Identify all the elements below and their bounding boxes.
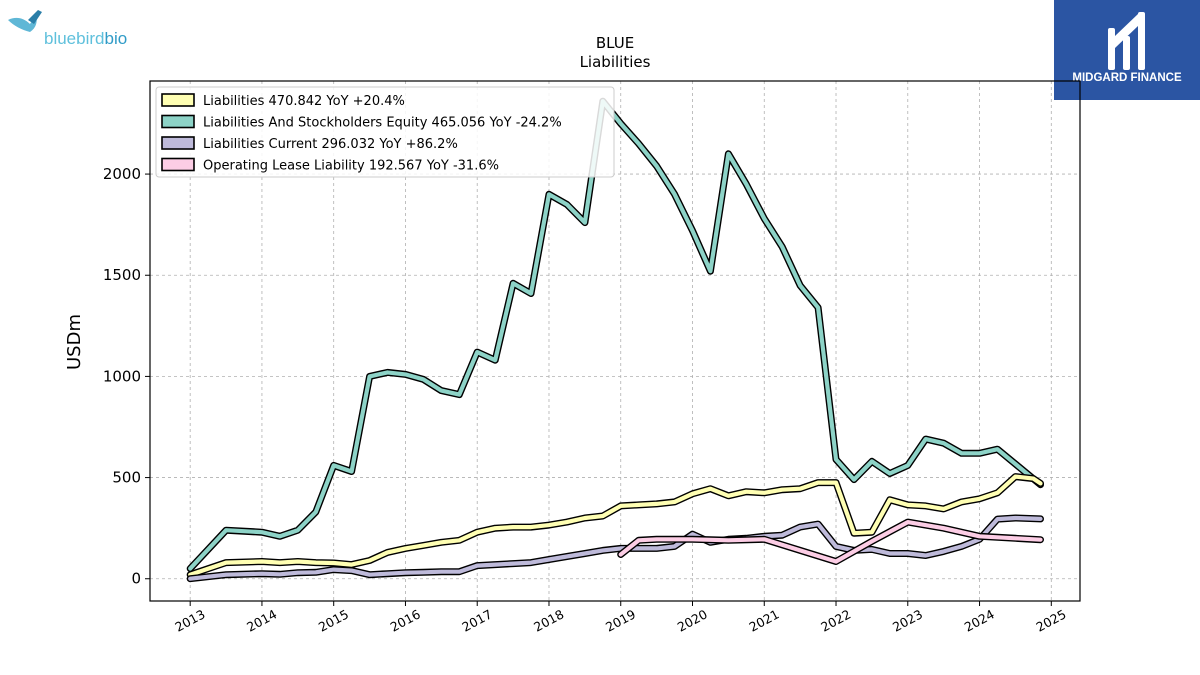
legend-entry-1: Liabilities And Stockholders Equity 465.… (203, 116, 562, 131)
series-3 (617, 518, 1044, 565)
y-tick-label-4: 2000 (103, 165, 141, 183)
legend-box (155, 86, 615, 178)
x-tick-label-1: 2014 (244, 606, 279, 634)
series-1 (186, 97, 1044, 573)
x-tick-label-7: 2020 (675, 606, 710, 634)
publisher-logo-text: MIDGARD FINANCE (1072, 72, 1182, 84)
x-tick-label-12: 2025 (1033, 606, 1068, 634)
x-tick-label-2: 2015 (316, 606, 351, 634)
midgard-finance-logo: MIDGARD FINANCE (1054, 0, 1200, 100)
series-2 (186, 514, 1044, 583)
y-axis-label: USDm (64, 314, 85, 370)
series-line-3 (618, 520, 1043, 564)
legend-entry-3: Operating Lease Liability 192.567 YoY -3… (203, 159, 499, 174)
legend-swatch-1 (161, 114, 195, 129)
legend-swatch-3 (161, 157, 195, 172)
svg-text:bluebirdbio: bluebirdbio (44, 29, 127, 48)
legend: Liabilities 470.842 YoY +20.4% Liabilitie… (155, 86, 615, 178)
series-lines (186, 97, 1044, 583)
x-tick-label-4: 2017 (459, 606, 494, 634)
x-tick-label-11: 2024 (962, 606, 997, 634)
bluebirdbio-logo: bluebirdbio (8, 10, 127, 48)
y-tick-label-1: 500 (112, 469, 141, 487)
logo-text-suffix: bio (105, 29, 128, 48)
chart-title: BLUE (596, 34, 634, 52)
x-tick-label-10: 2023 (890, 606, 925, 634)
midgard-emblem-icon (1108, 12, 1145, 70)
x-tick-label-9: 2022 (818, 606, 853, 634)
legend-swatch-0 (161, 93, 195, 107)
x-tick-label-5: 2018 (531, 606, 566, 634)
bird-icon (8, 10, 42, 32)
chart-subtitle: Liabilities (580, 53, 651, 71)
y-tick-label-0: 0 (131, 570, 141, 588)
x-tick-label-8: 2021 (746, 606, 781, 634)
x-tick-label-6: 2019 (603, 606, 638, 634)
logo-text-prefix: bluebird (44, 29, 105, 48)
legend-swatch-2 (161, 136, 195, 150)
legend-entry-0: Liabilities 470.842 YoY +20.4% (203, 94, 405, 109)
legend-entry-2: Liabilities Current 296.032 YoY +86.2% (203, 137, 458, 152)
series-0 (186, 473, 1044, 579)
plot-frame (149, 80, 1081, 602)
y-tick-label-2: 1000 (103, 367, 141, 385)
series-line-1 (188, 99, 1043, 571)
x-tick-label-3: 2016 (388, 606, 423, 634)
y-tick-label-3: 1500 (103, 266, 141, 284)
x-tick-label-0: 2013 (172, 606, 207, 634)
series-line-0 (188, 474, 1043, 577)
